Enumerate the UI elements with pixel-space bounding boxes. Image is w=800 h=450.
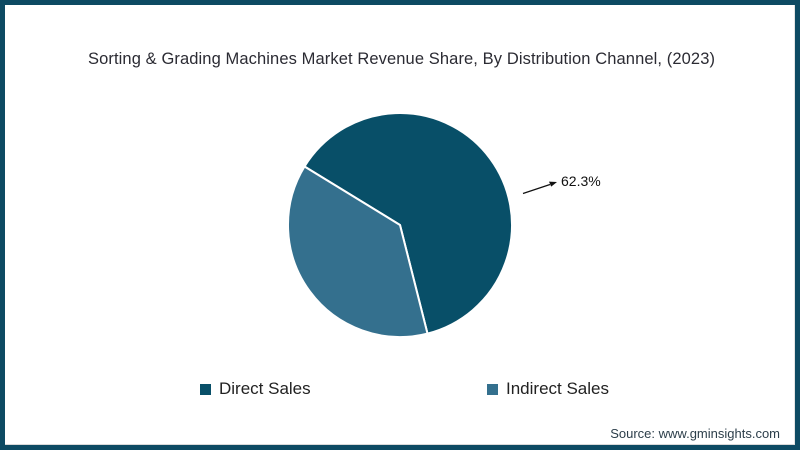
legend-label-indirect-sales: Indirect Sales xyxy=(506,379,609,398)
chart-title: Sorting & Grading Machines Market Revenu… xyxy=(88,50,716,68)
pie-slice-direct-sales xyxy=(303,112,513,335)
pie-chart xyxy=(287,112,557,338)
annotation-arrow xyxy=(522,181,557,195)
pie-slices xyxy=(287,112,513,338)
source-attribution: Source: www.gminsights.com xyxy=(610,426,780,441)
legend-swatch-direct-sales xyxy=(200,383,211,395)
legend-item-direct-sales: Direct Sales xyxy=(200,379,311,399)
legend-label-direct-sales: Direct Sales xyxy=(219,379,311,398)
pie-slice-indirect-sales xyxy=(287,165,429,338)
annotation-arrow-line xyxy=(522,183,551,195)
legend-item-indirect-sales: Indirect Sales xyxy=(487,379,609,399)
pie-data-label: 62.3% xyxy=(561,173,601,189)
annotation-arrowhead xyxy=(549,181,557,187)
legend-swatch-indirect-sales xyxy=(487,383,498,395)
